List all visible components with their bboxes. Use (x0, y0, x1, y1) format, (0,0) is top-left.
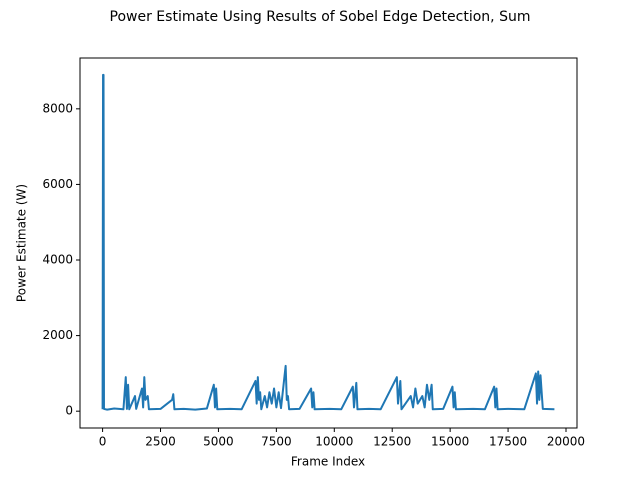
data-line (101, 73, 555, 411)
y-tick-label: 4000 (42, 253, 73, 267)
x-tick-label: 12500 (373, 435, 411, 449)
chart-title: Power Estimate Using Results of Sobel Ed… (110, 9, 531, 25)
x-tick-label: 5000 (203, 435, 234, 449)
x-tick-label: 7500 (261, 435, 292, 449)
y-axis-label: Power Estimate (W) (15, 184, 29, 302)
x-tick-label: 0 (99, 435, 107, 449)
x-tick-label: 15000 (431, 435, 469, 449)
plot-frame (79, 57, 578, 429)
x-tick-label: 10000 (315, 435, 353, 449)
y-tick-label: 0 (65, 404, 73, 418)
y-tick-label: 6000 (42, 177, 73, 191)
x-tick-label: 17500 (489, 435, 527, 449)
y-tick-label: 8000 (42, 101, 73, 115)
x-tick-label: 2500 (145, 435, 176, 449)
x-tick-label: 20000 (547, 435, 585, 449)
x-axis-label: Frame Index (291, 455, 365, 469)
y-tick-label: 2000 (42, 328, 73, 342)
